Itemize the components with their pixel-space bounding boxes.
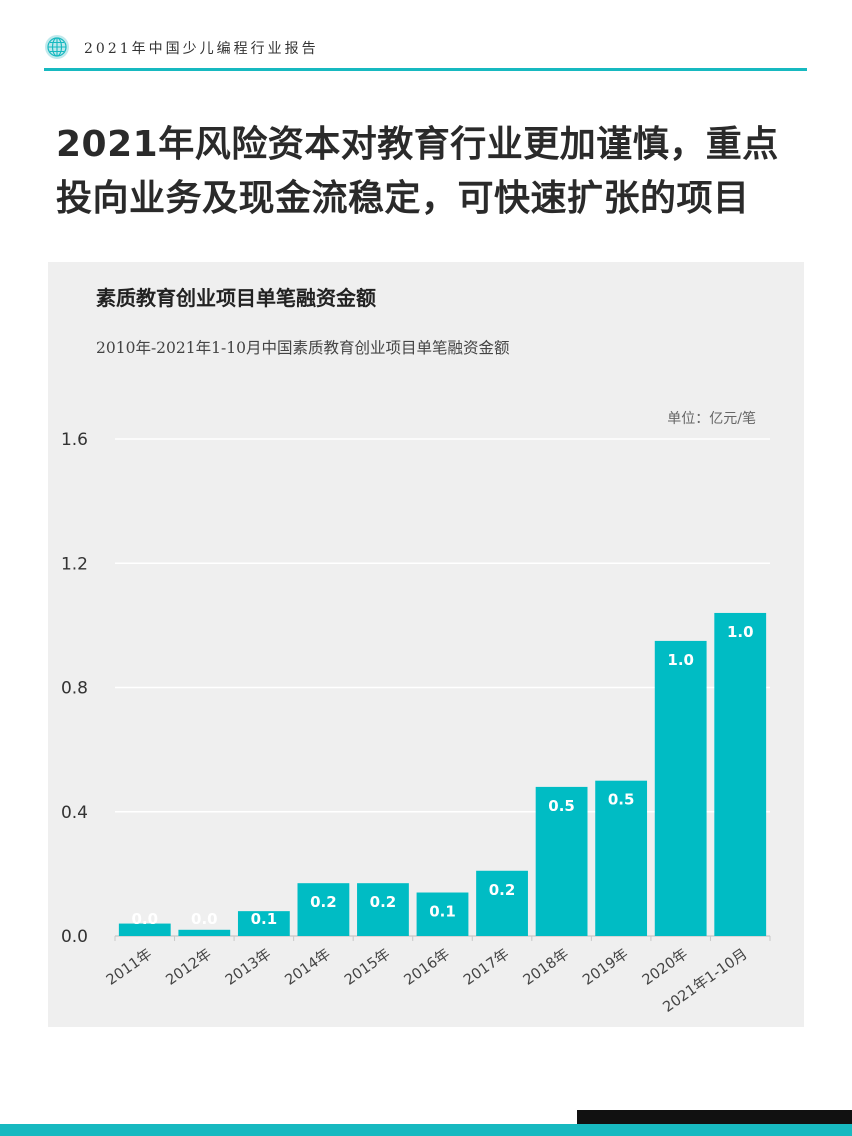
x-tick-label: 2015年	[341, 945, 393, 988]
x-tick-label: 2020年	[639, 945, 691, 988]
data-label: 1.0	[727, 623, 754, 641]
data-label: 1.0	[667, 651, 694, 669]
data-label: 0.2	[489, 881, 516, 899]
x-tick-label: 2011年	[103, 945, 155, 988]
bar	[297, 883, 350, 936]
data-label: 0.0	[131, 910, 158, 928]
bar	[237, 911, 290, 936]
report-title: 2021年中国少儿编程行业报告	[84, 41, 319, 57]
x-tick-label: 2016年	[401, 945, 453, 988]
chart-subtitle: 2010年-2021年1-10月中国素质教育创业项目单笔融资金额	[96, 339, 510, 357]
y-tick-label: 0.0	[61, 927, 88, 947]
data-label: 0.2	[370, 893, 397, 911]
x-tick-label: 2017年	[460, 945, 512, 988]
globe-icon	[45, 35, 69, 59]
x-tick-label: 2014年	[282, 945, 334, 988]
x-tick-label: 2012年	[163, 945, 215, 988]
bar	[178, 929, 231, 936]
bar	[714, 612, 767, 936]
report-header: 2021年中国少儿编程行业报告	[44, 32, 807, 70]
header-divider	[44, 68, 807, 71]
data-label: 0.1	[429, 903, 456, 921]
x-tick-label: 2019年	[580, 945, 632, 988]
data-label: 0.5	[548, 797, 575, 815]
bar	[357, 883, 409, 936]
data-label: 0.5	[608, 791, 635, 809]
chart-panel: 素质教育创业项目单笔融资金额 2010年-2021年1-10月中国素质教育创业项…	[48, 262, 804, 1027]
page-headline: 2021年风险资本对教育行业更加谨慎，重点 投向业务及现金流稳定，可快速扩张的项…	[56, 118, 816, 226]
bar-chart: 0.0 0.4 0.8 1.2 1.6 0.0 2011年 0.0 2012年 0.1 2013年 0…	[61, 430, 771, 1016]
bar	[595, 780, 648, 936]
x-tick-label: 2013年	[222, 945, 274, 988]
unit-label: 单位：亿元/笔	[667, 411, 756, 427]
y-tick-label: 0.4	[61, 803, 88, 823]
bar	[416, 892, 469, 936]
bar	[118, 923, 171, 936]
footer-rule	[0, 1124, 852, 1136]
footer-accent-bar	[577, 1110, 852, 1124]
y-tick-label: 1.6	[61, 430, 88, 450]
bar	[535, 786, 588, 936]
headline-line-2: 投向业务及现金流稳定，可快速扩张的项目	[56, 178, 750, 219]
chart-title: 素质教育创业项目单笔融资金额	[96, 286, 376, 310]
y-tick-label: 1.2	[61, 554, 88, 574]
data-label: 0.0	[191, 910, 218, 928]
bar	[654, 640, 707, 936]
bar	[476, 870, 528, 936]
data-label: 0.1	[251, 910, 278, 928]
x-tick-label: 2018年	[520, 945, 572, 988]
y-tick-label: 0.8	[61, 679, 88, 699]
headline-line-1: 2021年风险资本对教育行业更加谨慎，重点	[56, 124, 779, 165]
data-label: 0.2	[310, 893, 337, 911]
